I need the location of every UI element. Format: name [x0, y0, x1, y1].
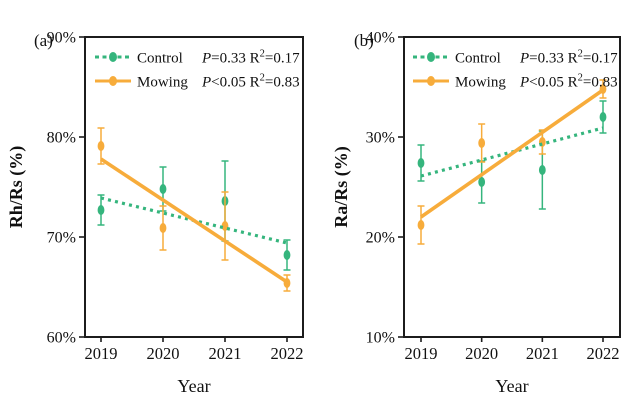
legend-label: Control P=0.33 R2=0.17: [137, 49, 300, 67]
x-tick-label: 2019: [405, 344, 438, 363]
control-marker: [97, 205, 105, 215]
x-axis-title: Year: [177, 376, 210, 396]
panel-label: (a): [34, 31, 53, 50]
mowing-marker: [97, 141, 105, 151]
legend-mowing-row: Mowing P<0.05 R2=0.83: [413, 73, 618, 91]
legend-label: Mowing P<0.05 R2=0.83: [455, 73, 618, 91]
control-marker: [283, 250, 291, 260]
control-series: [417, 100, 607, 210]
legend-marker: [109, 52, 117, 62]
mowing-trend-line: [100, 157, 288, 284]
x-tick-label: 2020: [465, 344, 498, 363]
mowing-marker: [417, 220, 425, 230]
y-tick-label: 70%: [47, 230, 76, 247]
mowing-marker: [159, 223, 167, 233]
y-tick-label: 30%: [366, 130, 395, 147]
x-tick-label: 2021: [209, 344, 242, 363]
legend-marker: [427, 76, 435, 86]
mowing-marker: [478, 138, 486, 148]
panel-label: (b): [354, 31, 374, 50]
legend-label: Mowing P<0.05 R2=0.83: [137, 73, 300, 91]
control-marker: [599, 112, 607, 122]
y-tick-label: 90%: [47, 30, 76, 47]
y-axis-title: Ra/Rs (%): [331, 146, 352, 228]
panel-a-chart: (a) Rh/Rs (%) 90% 80% 70% 60% 2019 2020 2021 2022…: [6, 30, 304, 396]
x-tick-label: 2020: [147, 344, 180, 363]
y-axis-title: Rh/Rs (%): [6, 146, 27, 229]
y-tick-label: 10%: [366, 330, 395, 347]
control-marker: [417, 158, 425, 168]
y-tick-label: 20%: [366, 230, 395, 247]
legend-label: Control P=0.33 R2=0.17: [455, 49, 618, 67]
y-tick-label: 40%: [366, 30, 395, 47]
y-tick-label: 60%: [47, 330, 76, 347]
plot-frame: [403, 36, 621, 338]
mowing-series: [97, 127, 291, 292]
x-axis-title: Year: [495, 376, 528, 396]
mowing-marker: [221, 221, 229, 231]
legend-marker: [109, 76, 117, 86]
x-tick-label: 2019: [85, 344, 118, 363]
x-tick-label: 2021: [526, 344, 559, 363]
legend-control-row: Control P=0.33 R2=0.17: [413, 49, 618, 67]
control-marker: [478, 177, 486, 187]
mowing-trend-line: [419, 88, 605, 219]
control-marker: [538, 165, 546, 175]
legend-control-row: Control P=0.33 R2=0.17: [95, 49, 300, 67]
x-tick-label: 2022: [271, 344, 304, 363]
mowing-series: [417, 79, 607, 245]
control-marker: [159, 184, 167, 194]
plot-frame: [84, 36, 304, 338]
y-tick-label: 80%: [47, 130, 76, 147]
legend-marker: [427, 52, 435, 62]
panel-b-chart: (b) Ra/Rs (%) 40% 30% 20% 10% 2019 2020 2021 2022…: [331, 30, 621, 396]
legend-mowing-row: Mowing P<0.05 R2=0.83: [95, 73, 300, 91]
x-tick-label: 2022: [587, 344, 620, 363]
